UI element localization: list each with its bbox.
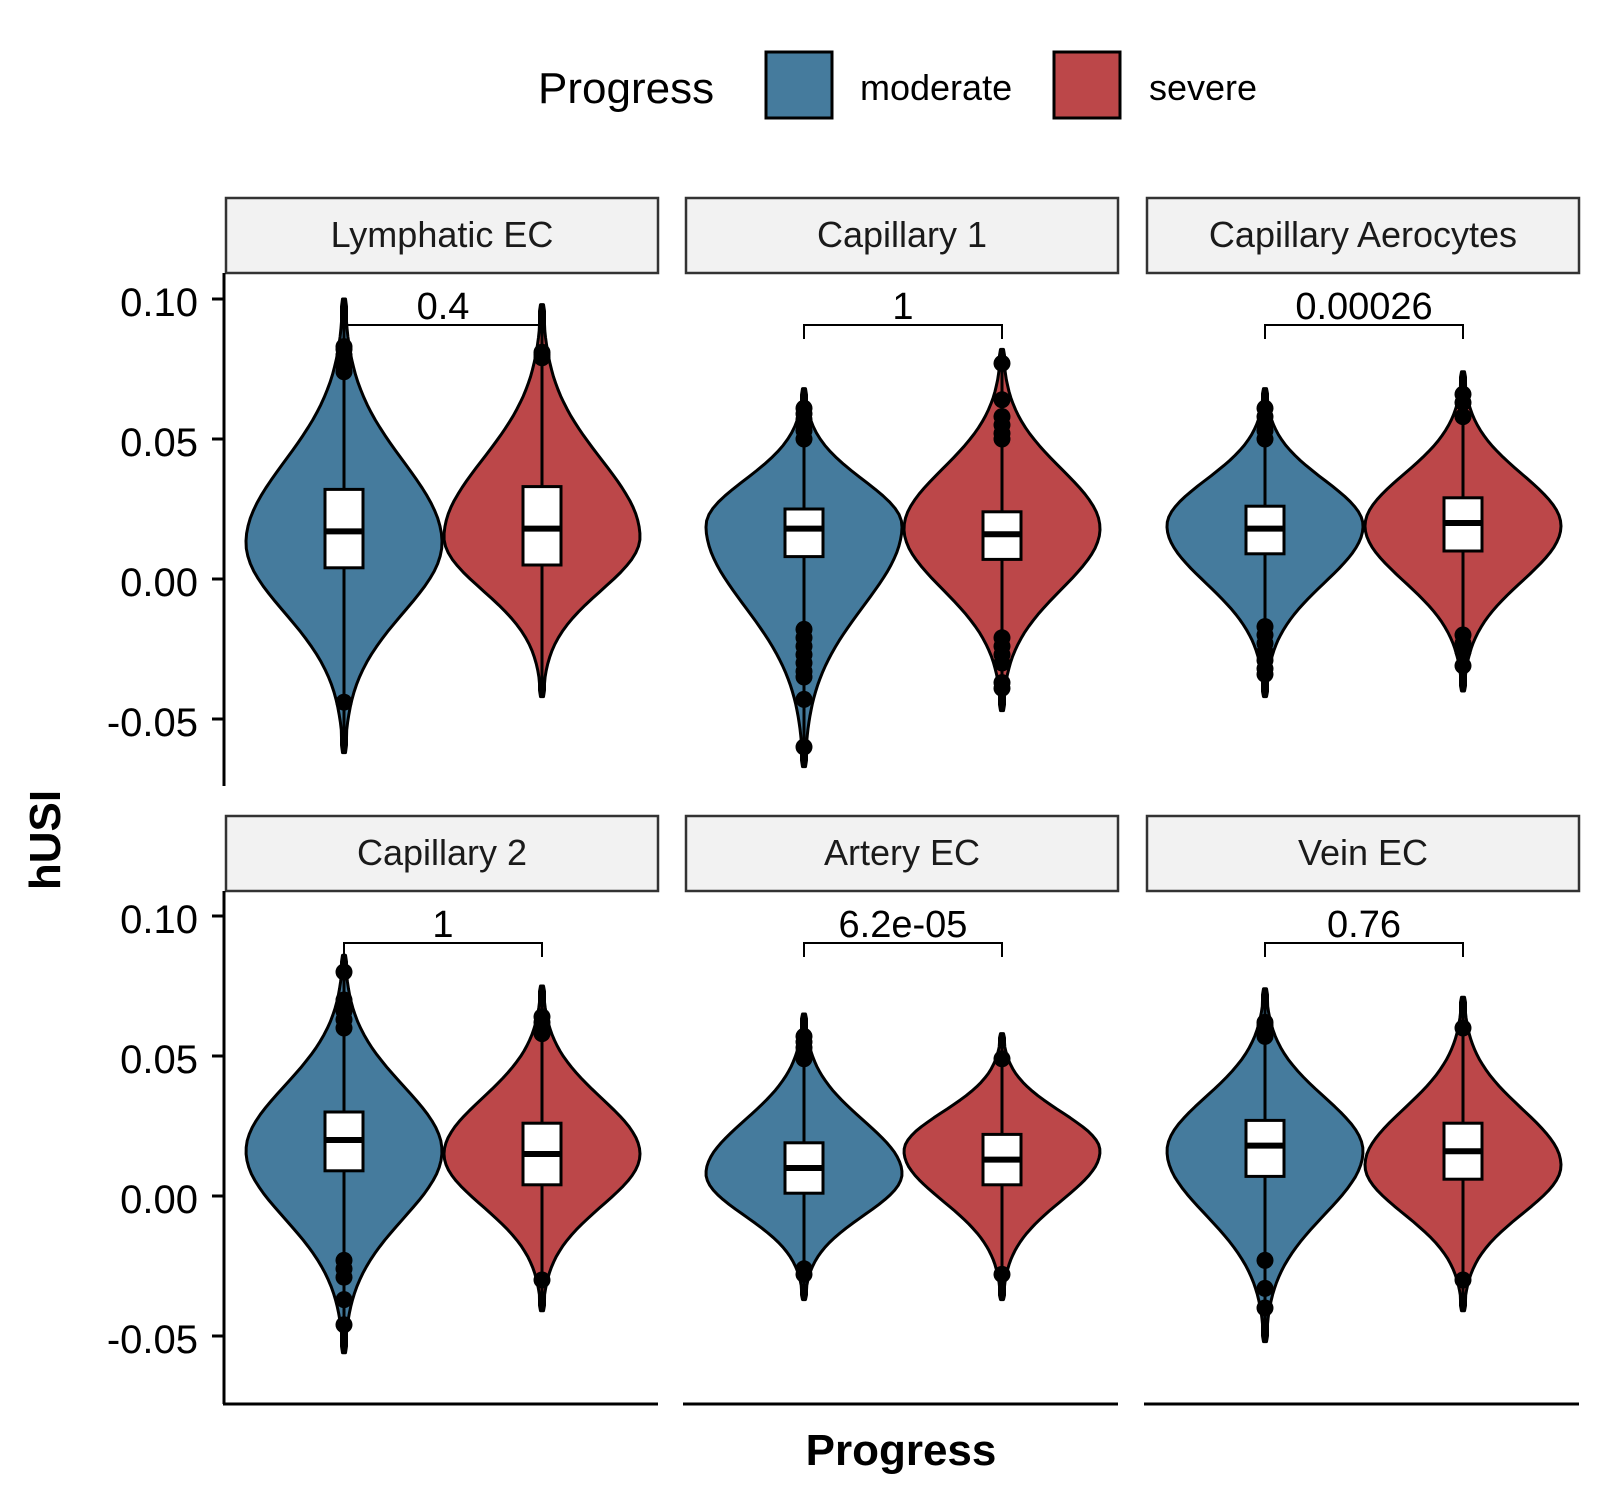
violin-severe [902,1032,1102,1302]
facet-panel: Capillary 2 1 [212,814,660,1406]
facet-strip [684,196,1120,275]
outlier-point [993,391,1011,409]
y-tick-label: -0.05 [107,701,198,745]
y-axis-ticks-top: 0.10 0.05 0.00 -0.05 [107,281,198,745]
outlier-point [993,654,1011,672]
outlier-point [795,668,813,686]
outlier-point [1256,665,1274,683]
p-value-label: 1 [892,286,913,328]
significance-bracket [343,942,543,957]
x-axis-title: Progress [806,1426,997,1475]
p-value-label: 6.2e-05 [839,904,968,946]
outlier-point [335,338,353,356]
facet-strip-title: Vein EC [1298,832,1428,873]
legend-label-severe: severe [1149,67,1257,108]
outlier-point [993,1050,1011,1068]
y-tick-label: -0.05 [107,1318,198,1362]
panels: Lymphatic EC 0.4 Capillary 1 1 Capillary Aer… [212,196,1581,1406]
outlier-point [1454,385,1472,403]
facet-strip-title: Capillary 2 [357,832,527,873]
violin-moderate [704,1012,904,1302]
y-tick-label: 0.05 [120,421,198,465]
facet-panel: Capillary 1 1 [684,196,1120,769]
legend-title: Progress [538,64,714,113]
outlier-point [533,1008,551,1026]
p-value-label: 0.76 [1327,904,1401,946]
violin-severe [1363,370,1563,693]
y-axis-ticks-bottom: 0.10 0.05 0.00 -0.05 [107,898,198,1362]
outlier-point [1454,643,1472,661]
outlier-point [335,693,353,711]
violin-moderate [244,297,444,755]
violin-severe [442,303,642,699]
y-tick-label: 0.10 [120,898,198,942]
facet-strip-title: Lymphatic EC [331,214,554,255]
outlier-point [1454,1271,1472,1289]
violin-severe [442,984,642,1313]
facet-strip-title: Capillary Aerocytes [1209,214,1517,255]
violin-severe [1363,995,1563,1313]
outlier-point [533,343,551,361]
outlier-point [993,1265,1011,1283]
violin-moderate [1165,387,1365,699]
p-value-label: 0.4 [417,286,470,328]
facet-strip [1145,814,1581,893]
outlier-point [533,1271,551,1289]
box [783,507,825,559]
outlier-point [795,738,813,756]
facet-panel: Artery EC 6.2e-05 [683,814,1120,1406]
outlier-point [1454,408,1472,426]
outlier-point [1454,657,1472,675]
violin-moderate [1165,987,1365,1344]
outlier-point [993,408,1011,426]
outlier-point [795,690,813,708]
outlier-point [795,399,813,417]
y-tick-label: 0.00 [120,561,198,605]
outlier-point [335,991,353,1009]
violin-moderate [704,387,904,769]
facet-panel: Capillary Aerocytes 0.00026 [1145,196,1581,699]
legend-label-moderate: moderate [860,67,1012,108]
facet-strip-title: Capillary 1 [817,214,987,255]
outlier-point [1256,1013,1274,1031]
facet-strip [684,814,1120,893]
p-value-label: 0.00026 [1295,286,1432,328]
outlier-point [993,354,1011,372]
significance-bracket [803,942,1003,957]
facet-strip [224,814,660,893]
y-tick-label: 0.05 [120,1038,198,1082]
legend-swatch-moderate [764,50,834,120]
facet-strip [224,196,660,275]
outlier-point [795,1027,813,1045]
violin-moderate [244,953,444,1355]
violin-severe [902,347,1102,713]
outlier-point [335,1316,353,1334]
facet-strip-title: Artery EC [824,832,980,873]
outlier-point [335,963,353,981]
y-tick-label: 0.10 [120,281,198,325]
p-value-label: 1 [432,904,453,946]
outlier-point [335,1291,353,1309]
significance-bracket [1264,942,1464,957]
y-axis-title: hUSI [21,790,70,890]
outlier-point [335,1268,353,1286]
legend: Progress moderate severe [538,50,1257,120]
facet-strip [1145,196,1581,275]
outlier-point [1256,1279,1274,1297]
outlier-point [1256,1299,1274,1317]
outlier-point [795,1265,813,1283]
outlier-point [1454,1019,1472,1037]
outlier-point [1256,399,1274,417]
significance-bracket [803,324,1003,339]
outlier-point [1256,1251,1274,1269]
significance-bracket [1264,324,1464,339]
facet-panel: Vein EC 0.76 [1144,814,1581,1406]
facet-panel: Lymphatic EC 0.4 [212,196,660,786]
y-tick-label: 0.00 [120,1178,198,1222]
legend-swatch-severe [1052,50,1122,120]
outlier-point [993,679,1011,697]
